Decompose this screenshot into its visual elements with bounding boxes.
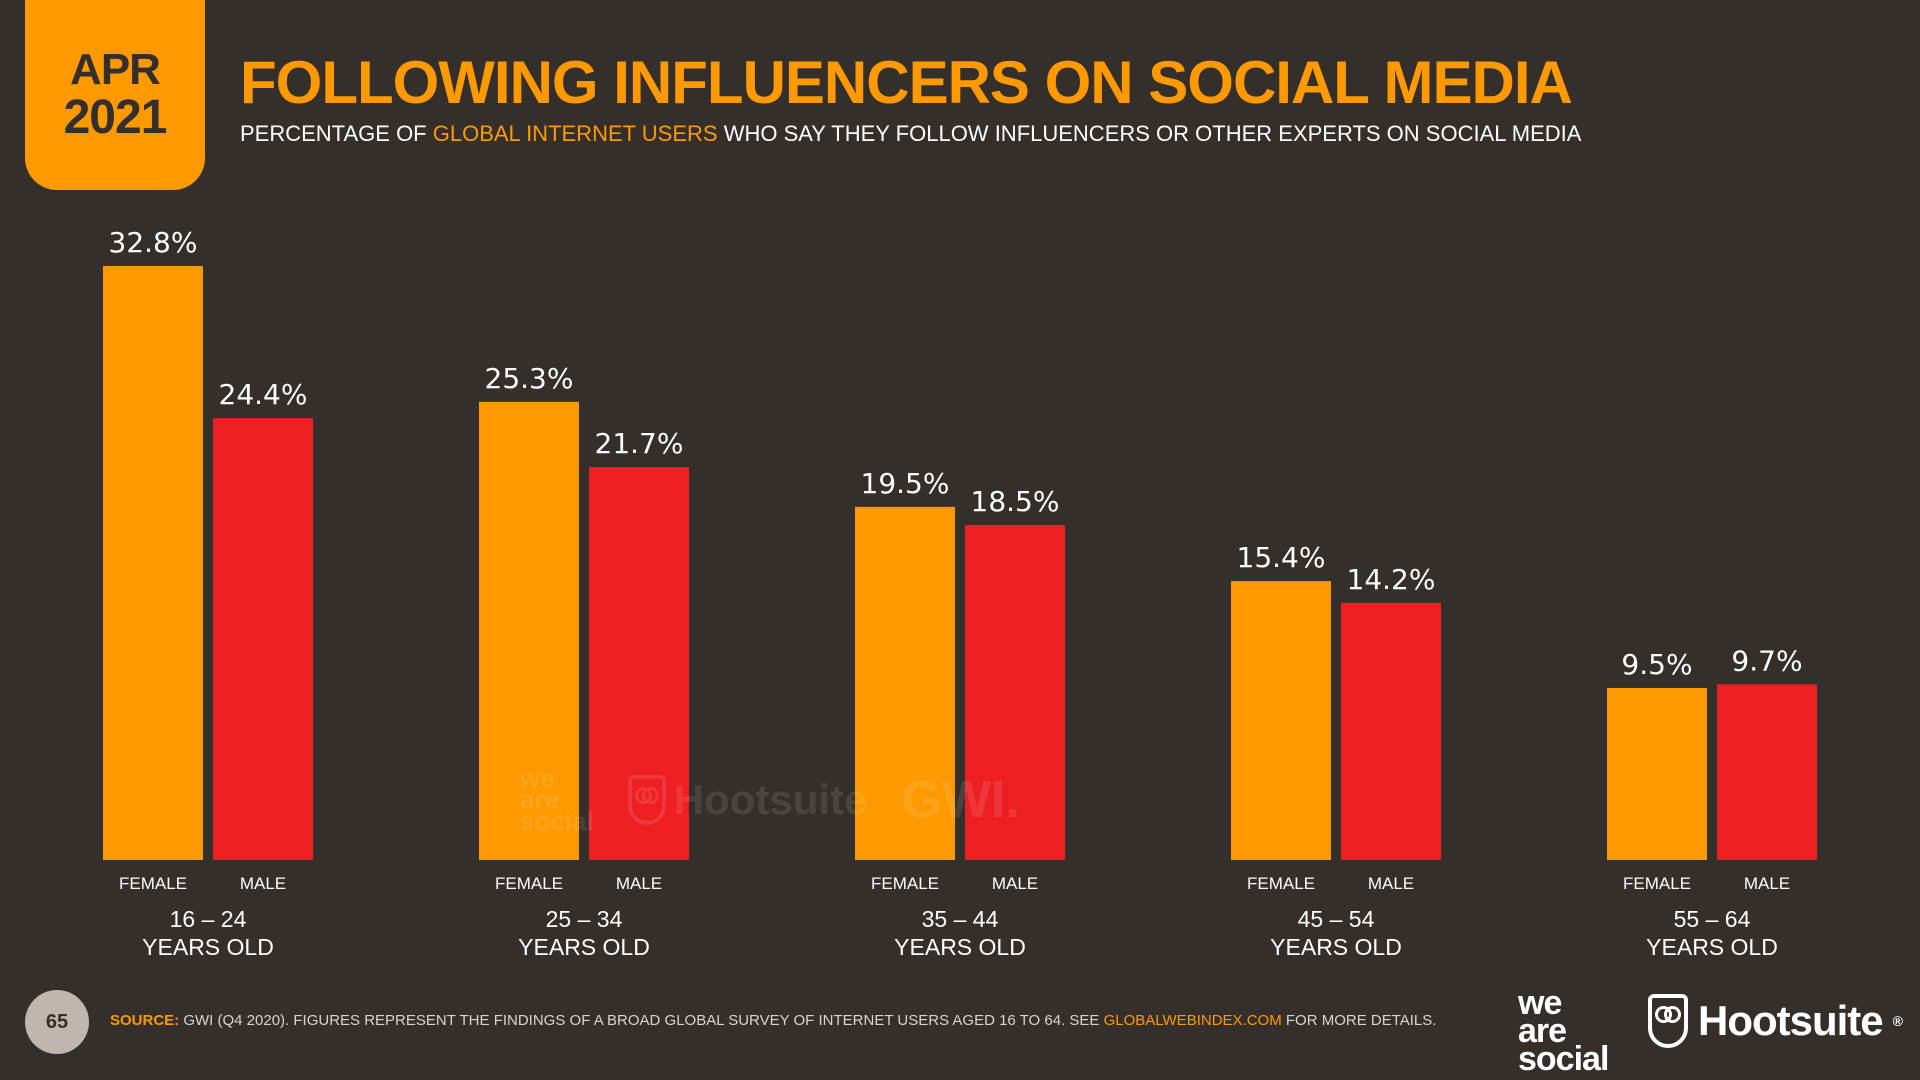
source-label: SOURCE: [110,1012,180,1029]
category-label: YEARS OLD [1646,934,1778,960]
category-label: YEARS OLD [142,934,274,960]
badge-month: APR [70,44,161,94]
series-label-male: MALE [1744,874,1790,893]
subtitle-end: WHO SAY THEY FOLLOW INFLUENCERS OR OTHER… [717,121,1582,146]
series-label-male: MALE [240,874,286,893]
series-label-female: FEMALE [1623,874,1691,893]
date-badge: APR 2021 [25,0,205,190]
badge-year: 2021 [63,90,168,144]
bar-male [1717,684,1817,860]
subtitle-highlight: GLOBAL INTERNET USERS [432,121,718,146]
source-note: SOURCE: GWI (Q4 2020). FIGURES REPRESENT… [110,1012,1436,1029]
bar-female [103,266,203,860]
bar-female [855,506,955,860]
series-label-male: MALE [992,874,1038,893]
data-label-female: 25.3% [485,362,574,395]
watermark: we are social Hootsuite GWI. [520,765,1020,835]
data-label-female: 32.8% [109,226,198,259]
bar-male [965,524,1065,860]
category-label: YEARS OLD [518,934,650,960]
source-text: GWI (Q4 2020). FIGURES REPRESENT THE FIN… [179,1012,1104,1029]
bar-female [1231,581,1331,860]
data-label-male: 14.2% [1347,563,1436,596]
page-subtitle: PERCENTAGE OF GLOBAL INTERNET USERS WHO … [240,121,1581,147]
page-title: FOLLOWING INFLUENCERS ON SOCIAL MEDIA [240,49,1573,116]
series-label-female: FEMALE [119,874,187,893]
data-label-female: 19.5% [861,467,950,500]
data-label-male: 9.7% [1731,644,1802,677]
source-link[interactable]: GLOBALWEBINDEX.COM [1103,1012,1282,1029]
data-label-male: 18.5% [971,485,1060,518]
series-label-female: FEMALE [871,874,939,893]
watermark-gwi: GWI. [901,771,1020,829]
category-label: 55 – 64 [1674,906,1751,932]
we-are-social-logo: we are social [1518,984,1609,1078]
watermark-hootsuite: Hootsuite [627,775,867,825]
category-label: 45 – 54 [1298,906,1375,932]
series-label-male: MALE [616,874,662,893]
source-end: FOR MORE DETAILS. [1281,1012,1437,1029]
subtitle-start: PERCENTAGE OF [240,121,433,146]
category-label: 16 – 24 [170,906,247,932]
data-label-female: 9.5% [1621,648,1692,681]
category-label: YEARS OLD [1270,934,1402,960]
category-label: YEARS OLD [894,934,1026,960]
hootsuite-logo: Hootsuite ® [1648,994,1903,1048]
series-label-male: MALE [1368,874,1414,893]
data-label-male: 21.7% [595,427,684,460]
category-label: 25 – 34 [546,906,623,932]
series-label-female: FEMALE [1247,874,1315,893]
category-label: 35 – 44 [922,906,999,932]
bar-female [1607,687,1707,860]
page-number: 65 [25,990,89,1054]
owl-icon [1648,994,1688,1048]
series-label-female: FEMALE [495,874,563,893]
data-label-male: 24.4% [219,378,308,411]
owl-icon [627,775,666,825]
footer: 65 SOURCE: GWI (Q4 2020). FIGURES REPRES… [0,986,1920,1076]
bar-female [479,401,579,860]
bar-male [1341,602,1441,860]
bar-male [213,418,313,860]
watermark-we-are-social: we are social [520,763,594,836]
data-label-female: 15.4% [1237,541,1326,574]
